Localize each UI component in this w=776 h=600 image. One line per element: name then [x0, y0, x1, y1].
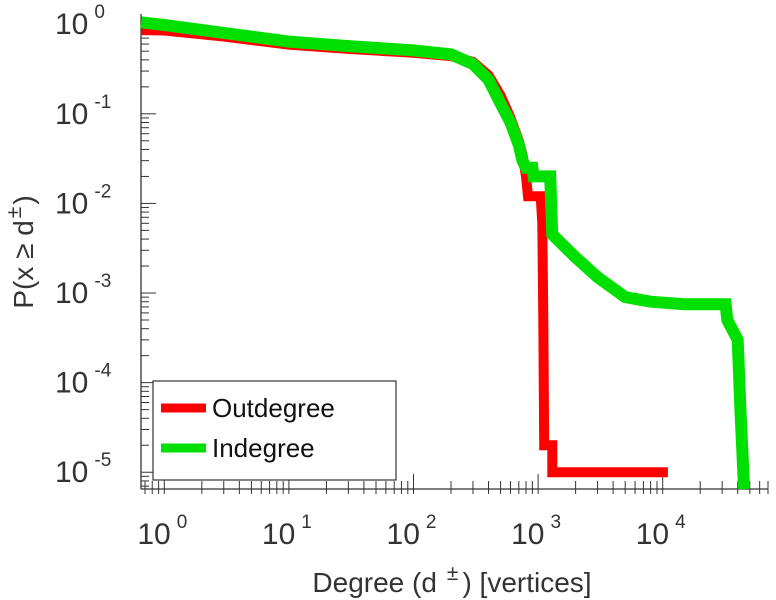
y-tick-label: 10 -5 [55, 450, 111, 489]
legend-box [152, 380, 397, 481]
y-tick-label: 10 -4 [55, 361, 112, 400]
legend-label-outdegree: Outdegree [212, 393, 335, 423]
y-axis-label: P(x ≥ d±) [3, 195, 39, 308]
x-tick-label: 10 2 [387, 512, 437, 551]
y-tick-label: 10 0 [55, 2, 105, 41]
legend: Outdegree Indegree [152, 380, 397, 481]
y-tick-label: 10 -1 [55, 92, 111, 131]
x-axis-label-post: ) [vertices] [462, 567, 591, 598]
x-tick-label: 10 3 [511, 512, 561, 551]
x-axis-label-pre: Degree (d [312, 567, 437, 598]
x-tick-labels: 10 0 10 1 10 2 10 3 10 4 [137, 512, 686, 551]
series-line-indegree [140, 16, 751, 490]
y-axis-label-pre: P(x ≥ d [8, 220, 39, 309]
y-axis-label-post: ) [8, 195, 39, 204]
y-tick-label: 10 -3 [55, 271, 111, 310]
x-axis-label-sup: ± [447, 562, 459, 585]
x-tick-label: 10 4 [636, 512, 686, 551]
x-tick-label: 10 0 [137, 512, 187, 551]
y-axis-label-sup: ± [3, 207, 26, 219]
x-axis-label: Degree (d ±) [vertices] [312, 562, 591, 598]
x-tick-label: 10 1 [262, 512, 312, 551]
y-tick-label: 10 -2 [55, 181, 111, 220]
series-layer [140, 16, 751, 490]
legend-label-indegree: Indegree [212, 433, 315, 463]
